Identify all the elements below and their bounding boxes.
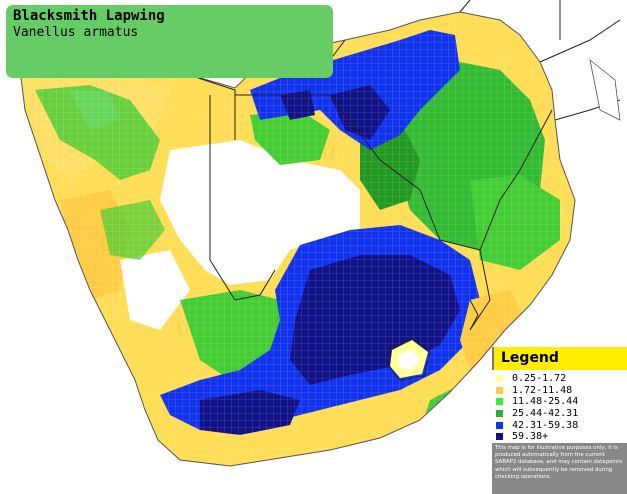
legend-item: 42.31-59.38 xyxy=(492,419,627,431)
legend-disclaimer: This map is for illustrative purposes on… xyxy=(492,443,627,494)
legend-label: 0.25-1.72 xyxy=(512,373,567,385)
legend-item: 0.25-1.72 xyxy=(492,373,627,385)
legend-swatch xyxy=(496,410,503,418)
species-scientific-name: Vanellus armatus xyxy=(13,25,139,40)
legend-panel: Legend 0.25-1.72 1.72-11.48 11.48-25.44 … xyxy=(492,347,627,494)
legend-swatch xyxy=(496,433,503,441)
country-borders xyxy=(119,0,621,381)
species-common-name: Blacksmith Lapwing xyxy=(13,8,165,24)
legend-label: 25.44-42.31 xyxy=(512,408,579,420)
legend-label: 42.31-59.38 xyxy=(512,419,579,431)
legend-label: 59.38+ xyxy=(512,431,549,443)
legend-swatch xyxy=(496,421,503,429)
species-title-box: Blacksmith Lapwing Vanellus armatus xyxy=(6,5,333,78)
legend-item: 1.72-11.48 xyxy=(492,385,627,397)
legend-label: 1.72-11.48 xyxy=(512,384,573,396)
legend-swatch xyxy=(496,386,503,394)
legend-swatch xyxy=(496,398,503,406)
legend-item: 11.48-25.44 xyxy=(492,396,627,408)
legend-heading: Legend xyxy=(492,347,627,370)
legend-list: 0.25-1.72 1.72-11.48 11.48-25.44 25.44-4… xyxy=(492,373,627,443)
legend-item: 59.38+ xyxy=(492,431,627,443)
legend-swatch xyxy=(496,375,503,383)
legend-item: 25.44-42.31 xyxy=(492,408,627,420)
island-fragment xyxy=(589,59,621,121)
legend-label: 11.48-25.44 xyxy=(512,396,579,408)
